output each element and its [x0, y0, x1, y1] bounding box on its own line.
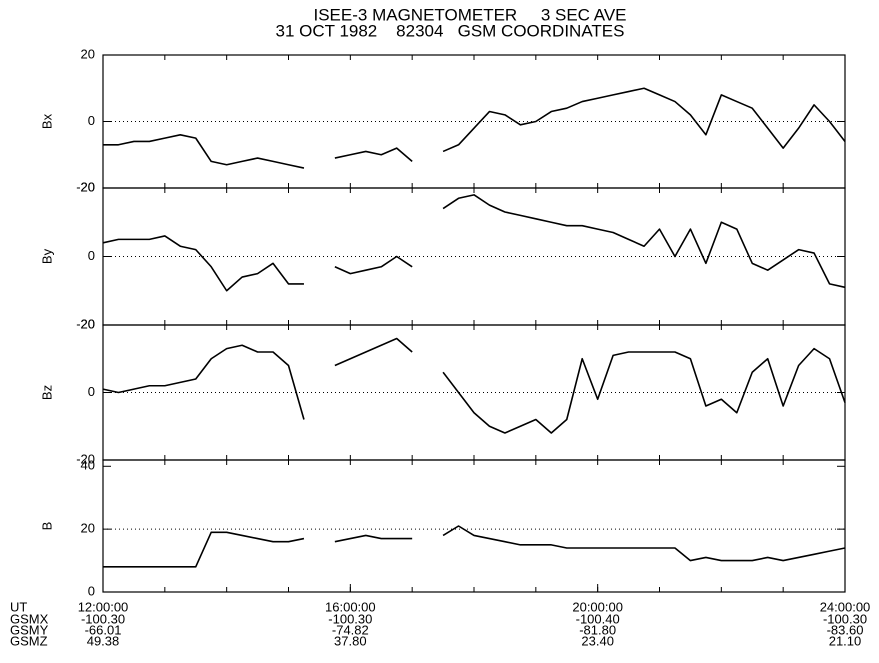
data-line: [334, 255, 413, 275]
ephemeris-value: -81.80: [579, 622, 616, 637]
ephemeris-value: -100.30: [823, 611, 867, 626]
y-tick-label: -20: [76, 316, 95, 331]
ephemeris-value: 49.38: [87, 633, 120, 648]
ephemeris-value: 21.10: [829, 633, 862, 648]
panel-frame: [102, 187, 846, 326]
ephemeris-value: -100.30: [81, 611, 125, 626]
y-tick-label: 0: [88, 384, 95, 399]
ephemeris-label: GSMX: [10, 611, 49, 626]
panel-frame: [102, 54, 846, 189]
x-tick-label: 24:00:00: [820, 599, 871, 614]
panel-frame: [102, 459, 846, 593]
panel-frame: [102, 324, 846, 461]
data-line: [334, 534, 413, 543]
y-axis-label: By: [39, 248, 54, 264]
ephemeris-value: -100.30: [328, 611, 372, 626]
data-line: [103, 134, 305, 169]
y-tick-label: 20: [81, 46, 95, 61]
y-axis-label: B: [39, 522, 54, 531]
ephemeris-value: -74.82: [332, 622, 369, 637]
y-tick-label: 40: [81, 458, 95, 473]
data-line: [334, 147, 413, 163]
data-line: [102, 344, 305, 420]
y-tick-label: 0: [88, 583, 95, 598]
ephemeris-label: GSMY: [10, 622, 49, 637]
x-tick-label: 16:00:00: [325, 599, 376, 614]
y-tick-label: -20: [76, 179, 95, 194]
y-tick-label: 20: [81, 316, 95, 331]
data-line: [334, 337, 413, 367]
y-tick-label: 20: [81, 179, 95, 194]
y-axis-label: Bz: [39, 385, 54, 400]
chart-title: ISEE-3 MAGNETOMETER 3 SEC AVE: [313, 5, 626, 24]
y-tick-label: 0: [88, 248, 95, 263]
ephemeris-label: GSMZ: [10, 633, 48, 648]
y-tick-label: 20: [81, 521, 95, 536]
data-line: [442, 525, 846, 562]
data-line: [103, 531, 305, 568]
ephemeris-value: 37.80: [334, 633, 367, 648]
ephemeris-value: -83.60: [827, 622, 864, 637]
y-tick-label: 0: [88, 113, 95, 128]
time-label: UT: [10, 599, 27, 614]
x-tick-label: 12:00:00: [78, 599, 129, 614]
data-line: [102, 235, 304, 292]
y-axis-label: Bx: [39, 113, 54, 129]
data-line: [442, 194, 846, 289]
data-line: [442, 347, 846, 434]
ephemeris-value: 23.40: [581, 633, 614, 648]
data-line: [442, 87, 846, 153]
ephemeris-value: -66.01: [85, 622, 122, 637]
x-tick-label: 20:00:00: [572, 599, 623, 614]
y-tick-label: -20: [76, 451, 95, 466]
ephemeris-value: -100.40: [576, 611, 620, 626]
chart-subtitle: 31 OCT 1982 82304 GSM COORDINATES: [276, 21, 625, 40]
